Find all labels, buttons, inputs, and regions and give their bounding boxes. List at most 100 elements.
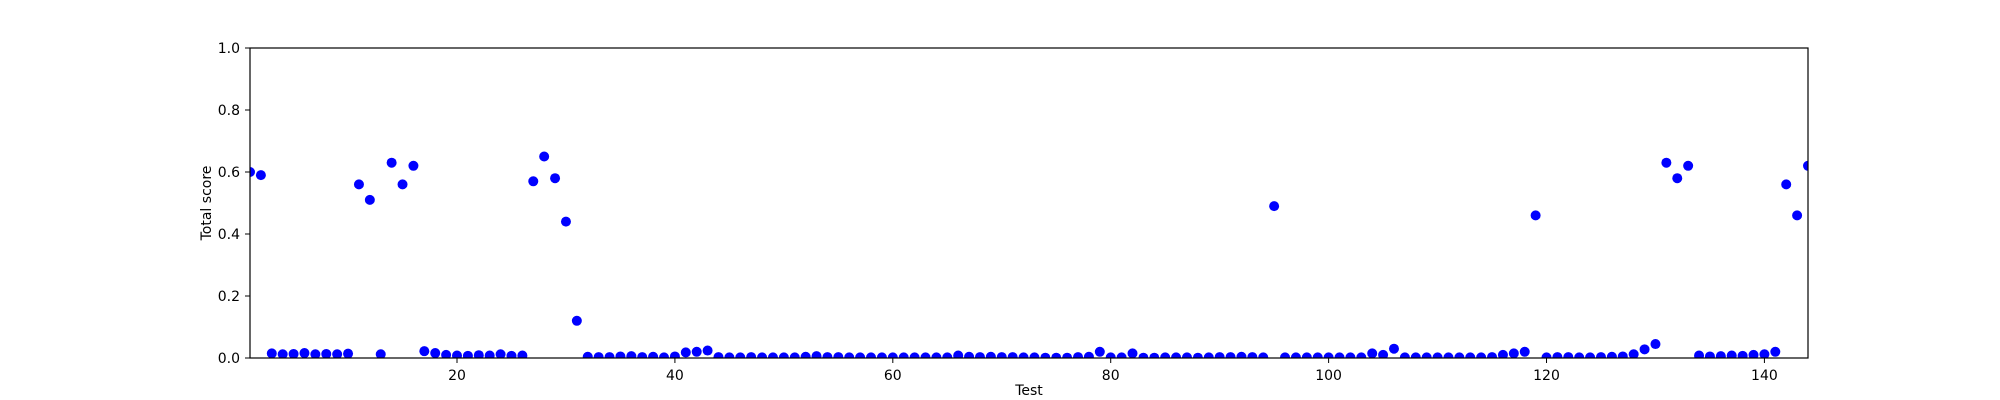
data-point [1051,352,1062,358]
data-point [517,350,528,358]
data-point [1650,339,1661,350]
data-point [1269,201,1280,212]
data-point [1007,352,1018,358]
data-point [364,194,375,205]
data-point [1726,350,1737,358]
data-point [1628,349,1639,358]
data-point [626,351,637,358]
data-point [1694,350,1705,358]
data-point [1476,352,1487,358]
data-point [1236,351,1247,358]
data-point [1127,348,1138,358]
data-point [452,350,463,358]
data-point [800,351,811,358]
data-point [560,216,571,227]
data-point [1214,352,1225,358]
y-tick-label: 0.6 [218,165,240,181]
data-point [1508,348,1519,358]
data-point [1105,352,1116,358]
data-point [637,352,648,358]
data-point [1356,352,1367,358]
data-point [1345,352,1356,358]
data-point [1181,352,1192,358]
data-point [332,349,343,358]
y-axis: 0.0 0.2 0.4 0.6 0.8 1.0 [218,41,250,367]
x-tick-label: 80 [1102,368,1120,384]
data-point [691,346,702,357]
data-point [1781,179,1792,190]
data-point [767,352,778,358]
data-point [1541,352,1552,358]
y-tick-label: 1.0 [218,41,240,57]
data-point [1160,352,1171,358]
data-point [1171,352,1182,358]
data-point [1301,352,1312,358]
data-point [953,350,964,358]
data-point [1595,352,1606,358]
data-point [920,352,931,358]
data-point [321,348,332,358]
data-point [1334,352,1345,358]
data-point [1312,352,1323,358]
data-point [822,352,833,358]
x-axis-label: Test [1014,383,1043,399]
data-point [1280,352,1291,358]
y-tick-label: 0.4 [218,227,240,243]
data-point [250,167,255,177]
data-point [1421,352,1432,358]
data-point [1748,349,1759,358]
data-point [528,176,539,187]
data-point [1029,352,1040,358]
data-point [1388,343,1399,354]
data-point [310,349,321,358]
data-point [833,352,844,358]
data-point [1018,352,1029,358]
data-point [1715,351,1726,358]
data-point [1116,352,1127,358]
data-point [1203,352,1214,358]
x-tick-label: 60 [884,368,902,384]
x-tick-label: 40 [666,368,684,384]
data-point [288,348,299,358]
data-point [887,352,898,358]
data-point [1672,173,1683,184]
data-point [1149,352,1160,358]
data-point [1639,344,1650,355]
data-point [1399,352,1410,358]
data-point [462,350,473,358]
data-point [1585,352,1596,358]
data-point [604,352,615,358]
data-point [615,351,626,358]
data-point [277,349,288,358]
x-tick-label: 100 [1315,368,1342,384]
data-point [473,350,484,358]
data-point [855,352,866,358]
data-points [250,151,1808,358]
data-point [441,349,452,358]
x-tick-label: 140 [1751,368,1778,384]
data-point [1487,352,1498,358]
data-point [506,350,517,358]
y-axis-label: Total score [199,166,215,242]
data-point [1323,352,1334,358]
data-point [1606,351,1617,358]
data-point [1247,352,1258,358]
data-point [942,352,953,358]
data-point [1062,352,1073,358]
data-point [746,352,757,358]
data-point [898,352,909,358]
data-point [255,170,266,181]
data-point [1465,352,1476,358]
data-point [484,350,495,358]
data-point [909,352,920,358]
data-point [539,151,550,162]
data-point [702,345,713,356]
data-point [1040,352,1051,358]
data-point [386,157,397,168]
data-point [353,179,364,190]
data-point [408,160,419,171]
data-point [1138,352,1149,358]
data-point [1552,352,1563,358]
data-point [648,351,659,358]
